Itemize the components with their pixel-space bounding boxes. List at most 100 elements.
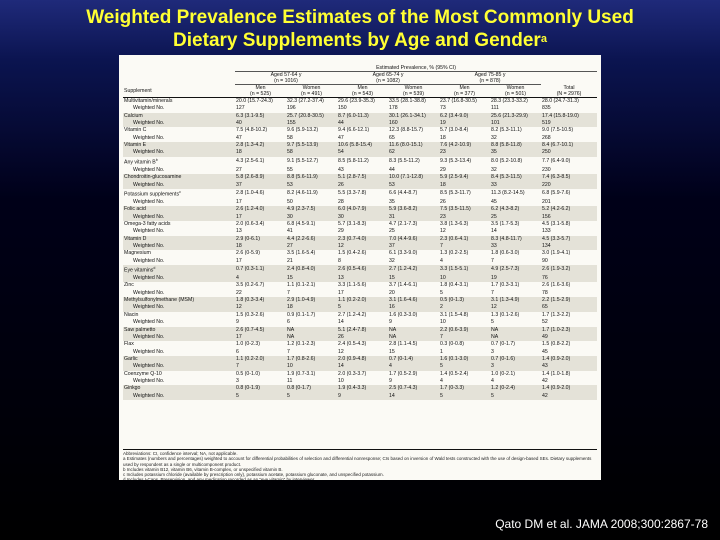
table-cell: 1.2 (0-2.4) — [490, 385, 541, 393]
table-cell: 30 — [337, 213, 388, 221]
table-row: Weighted No. 7 10 14 4 5 3 43 — [123, 363, 598, 371]
table-cell: 40 — [235, 120, 286, 128]
table-cell: 1.9 (0.4-3.3) — [337, 385, 388, 393]
table-cell: 19 — [439, 120, 490, 128]
table-cell: 18 — [286, 304, 337, 312]
table-cell: 2.4 (0.8-4.0) — [286, 265, 337, 276]
table-cell: 58 — [287, 134, 293, 141]
table-cell: 25.6 (21.3-29.9) — [490, 112, 541, 121]
table-cell: 7 — [439, 333, 490, 342]
table-cell: 23 — [439, 213, 490, 221]
table-cell: 6.8 (4.5-9.1) — [287, 220, 316, 227]
row-label: Magnesium — [124, 250, 151, 257]
table-cell: 6.6 (4.4-8.7) — [389, 190, 418, 197]
table-cell: 8.4 (5.3-11.5) — [490, 174, 541, 182]
table-cell: 32 — [389, 257, 395, 264]
table-cell: 1.1 (0.2-2.0) — [337, 297, 388, 305]
table-cell: 6.2 (4.3-8.2) — [490, 206, 541, 214]
table-row: Weighted No. 3 11 10 9 4 4 42 — [123, 378, 597, 385]
table-cell: 5.9 (2.5-9.4) — [439, 174, 490, 182]
table-cell: 230 — [542, 166, 551, 173]
table-cell: 7.5 (3.5-11.5) — [439, 206, 490, 214]
table-cell: NA — [388, 333, 439, 342]
table-cell: 9.3 (5.3-13.4) — [440, 158, 472, 165]
table-cell: 0.7 (0-1.6) — [490, 355, 541, 364]
table-cell: 1.5 (0.4-2.6) — [338, 250, 367, 257]
row-label: Weighted No. — [133, 289, 165, 296]
table-cell: 43 — [541, 363, 598, 371]
table-cell: 1.3 (0.2-2.5) — [440, 250, 469, 257]
row-label: Eye vitaminsd — [123, 265, 235, 276]
table-cell: 1.6 (0.3-3.0) — [389, 311, 418, 318]
table-cell: 53 — [388, 181, 439, 189]
table-cell: 134 — [541, 243, 598, 251]
table-row: Folic acid 2.6 (1.2-4.0) 4.9 (2.3-7.5) 6.0 … — [123, 206, 598, 214]
table-row: Niacin 1.5 (0.3-2.6) 0.9 (0.1-1.7) 2.7 (1.2… — [123, 312, 597, 319]
table-row: Weighted No. 22 7 17 20 5 7 78 — [123, 290, 597, 297]
table-cell: 8.3 (4.8-11.7) — [490, 235, 541, 243]
table-cell: 3.1 (1.3-4.9) — [490, 297, 541, 305]
table-cell: 1.5 (0.3-2.6) — [236, 311, 265, 318]
row-label: Multivitamin/minerals — [124, 98, 173, 104]
table-cell: 8.2 (4.6-11.9) — [287, 190, 318, 197]
table-cell: 5.2 (4.2-6.2) — [541, 206, 598, 214]
table-row: Weighted No. 17 50 28 35 26 45 201 — [123, 199, 597, 206]
table-cell: 1.8 (0.3-3.4) — [235, 297, 286, 305]
table-cell: 7 — [439, 243, 490, 251]
table-cell: 111 — [491, 105, 499, 112]
table-cell: 2.3 (0.7-4.0) — [337, 235, 388, 243]
table-body: Multivitamin/minerals 20.0 (15.7-24.3) 32.… — [123, 98, 598, 400]
table-row: Vitamin E 2.8 (1.3-4.2) 9.7 (5.5-13.9) 10.6… — [123, 142, 598, 150]
table-row: Multivitamin/minerals 20.0 (15.7-24.3) 32.… — [123, 98, 597, 106]
table-row: Weighted No. 17 21 8 32 4 7 90 — [123, 258, 597, 265]
table-cell: 8.5 (5.8-11.2) — [338, 158, 369, 165]
table-row: Weighted No. 18 27 12 37 7 33 134 — [123, 243, 598, 251]
row-label: Weighted No. — [123, 181, 235, 189]
table-cell: 5 — [440, 289, 443, 296]
table-cell: 11.6 (8.0-15.1) — [388, 142, 439, 150]
table-cell: 2.8 (1.3-4.2) — [235, 142, 286, 150]
table-cell: 29 — [440, 166, 446, 173]
table-cell: 5 — [235, 392, 286, 400]
table-cell: 156 — [541, 213, 598, 221]
row-label: Weighted No. — [123, 149, 235, 157]
table-cell: 3.5 (0.2-6.7) — [236, 282, 265, 289]
table-cell: 11.3 (8.2-14.5) — [491, 190, 525, 197]
table-cell: 12.3 (8.8-15.7) — [389, 127, 424, 134]
table-cell: 10 — [338, 377, 344, 384]
table-cell: 76 — [541, 275, 598, 283]
table-cell: 1.4 (0.5-2.4) — [440, 370, 469, 377]
column-header: Men (n = 377)Men(n = 377) — [439, 84, 490, 98]
table-cell: 2.5 (0.7-4.3) — [388, 385, 439, 393]
table-cell: 1.2 (0.1-2.3) — [287, 341, 316, 348]
table-row: Weighted No. 12 18 5 16 2 12 65 — [123, 304, 598, 312]
table-cell: 6 — [236, 348, 239, 355]
table-row: Vitamin C 7.5 (4.8-10.2) 9.6 (5.9-13.2) 9.4… — [123, 127, 597, 134]
row-label: Weighted No. — [123, 213, 235, 221]
table-cell: 0.7 (0.3-1.1) — [235, 265, 286, 276]
table-cell: 5.1 (2.4-7.8) — [337, 326, 388, 334]
table-cell: 5 — [286, 392, 337, 400]
table-cell: 1.8 (0.4-3.1) — [440, 282, 469, 289]
row-label: Saw palmetto — [123, 326, 235, 334]
table-cell: 6.1 (3.3-9.0) — [389, 250, 418, 257]
table-cell: 8.3 (5.5-11.2) — [389, 158, 420, 165]
table-cell: 47 — [338, 134, 344, 141]
table-cell: 160 — [388, 120, 439, 128]
table-cell: 1 — [440, 348, 443, 355]
row-label: Zinc — [124, 282, 134, 289]
table-cell: 3.0 (1.9-4.1) — [542, 250, 571, 257]
table-cell: 17 — [236, 257, 242, 264]
table-cell: 12 — [490, 304, 541, 312]
table-cell: 3 — [490, 363, 541, 371]
table-cell: 26 — [337, 181, 388, 189]
table-cell: 0.5 (0-1.0) — [236, 370, 260, 377]
row-label: Weighted No. — [133, 105, 165, 112]
table-row: Coenzyme Q-10 0.5 (0-1.0) 1.9 (0.7-3.1) 2.0… — [123, 371, 597, 378]
row-label: Weighted No. — [123, 392, 235, 400]
table-cell: 8.8 (5.8-11.8) — [490, 142, 541, 150]
row-label: Garlic — [123, 355, 235, 364]
table-row: Saw palmetto 2.6 (0.7-4.5) NA 5.1 (2.4-7.8)… — [123, 326, 598, 334]
table-cell: 25.7 (20.8-30.5) — [286, 112, 337, 121]
table-cell: 2.4 (0.5-4.3) — [338, 341, 367, 348]
